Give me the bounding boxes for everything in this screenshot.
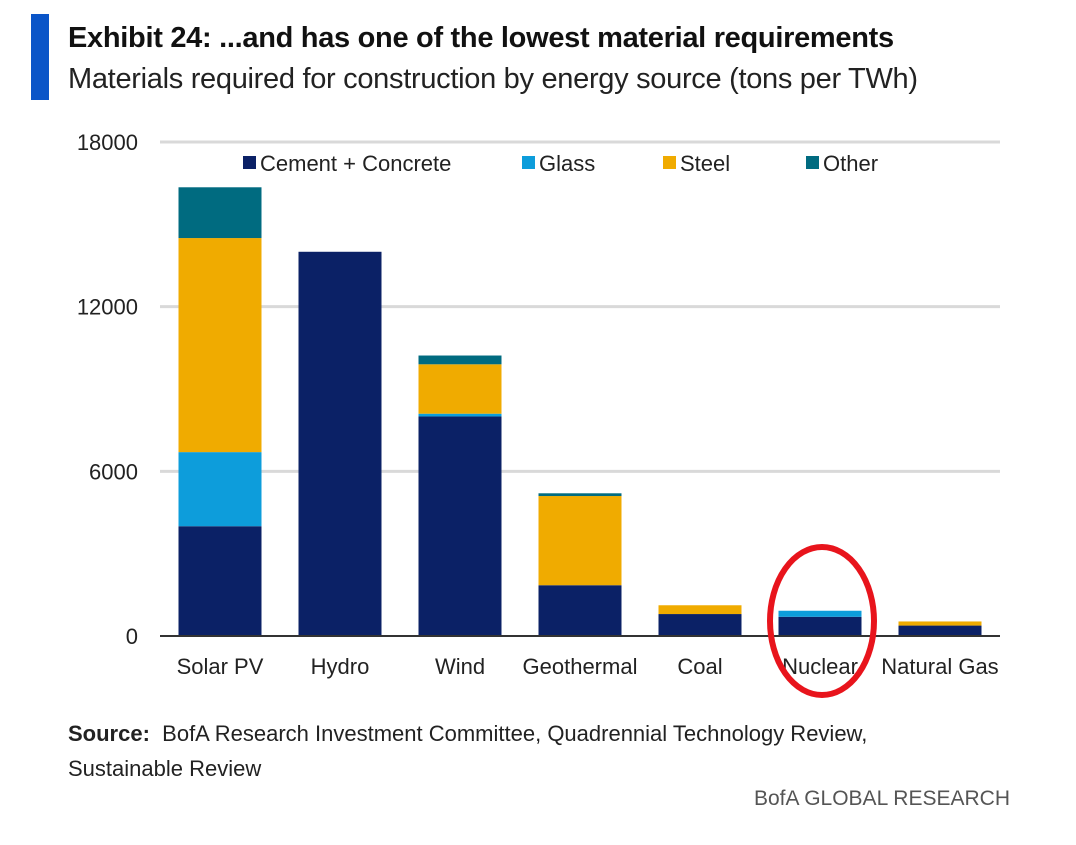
- exhibit-subtitle: Materials required for construction by e…: [68, 63, 918, 95]
- legend-swatch: [663, 156, 676, 169]
- bar-segment-cement-concrete: [898, 625, 982, 636]
- legend-label: Other: [823, 151, 878, 176]
- bar-segment-steel: [538, 496, 622, 586]
- x-tick-label: Wind: [435, 654, 485, 679]
- bar-segment-cement-concrete: [778, 616, 862, 636]
- y-tick-label: 18000: [77, 130, 138, 155]
- bar-segment-cement-concrete: [178, 526, 262, 636]
- x-tick-label: Hydro: [311, 654, 370, 679]
- bar-segment-other: [538, 493, 622, 497]
- legend-swatch: [806, 156, 819, 169]
- bar-segment-steel: [418, 364, 502, 414]
- y-tick-label: 12000: [77, 295, 138, 320]
- legend-label: Steel: [680, 151, 730, 176]
- accent-bar: [31, 14, 49, 100]
- source-label: Source:: [68, 721, 150, 746]
- bar-segment-other: [418, 355, 502, 365]
- legend-label: Glass: [539, 151, 595, 176]
- source-note: Source: BofA Research Investment Committ…: [68, 716, 968, 786]
- bar-segment-glass: [778, 610, 862, 617]
- x-tick-label: Solar PV: [177, 654, 264, 679]
- y-tick-label: 6000: [89, 459, 138, 484]
- bar-segment-steel: [658, 605, 742, 615]
- bar-segment-steel: [898, 621, 982, 626]
- x-tick-label: Geothermal: [523, 654, 638, 679]
- bar-segment-cement-concrete: [418, 416, 502, 636]
- brand-label: BofA GLOBAL RESEARCH: [754, 787, 1010, 810]
- bar-segment-glass: [178, 452, 262, 527]
- bar-segment-glass: [418, 413, 502, 417]
- legend-label: Cement + Concrete: [260, 151, 451, 176]
- bar-segment-cement-concrete: [538, 585, 622, 636]
- highlight-circle: [767, 544, 877, 698]
- legend-swatch: [243, 156, 256, 169]
- x-tick-label: Natural Gas: [881, 654, 998, 679]
- x-tick-label: Coal: [677, 654, 722, 679]
- legend-swatch: [522, 156, 535, 169]
- exhibit-title: Exhibit 24: ...and has one of the lowest…: [68, 22, 894, 54]
- bar-segment-steel: [178, 238, 262, 453]
- bar-segment-other: [178, 187, 262, 239]
- source-text: BofA Research Investment Committee, Quad…: [68, 721, 868, 781]
- y-tick-label: 0: [126, 624, 138, 649]
- bar-segment-cement-concrete: [658, 614, 742, 636]
- x-tick-label: Nuclear: [782, 654, 858, 679]
- bar-segment-cement-concrete: [298, 251, 382, 636]
